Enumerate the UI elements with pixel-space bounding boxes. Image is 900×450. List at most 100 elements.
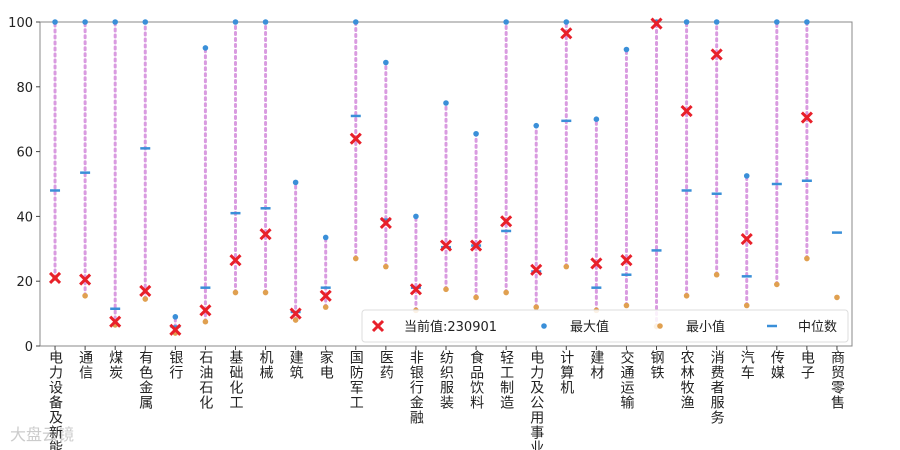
dot-marker <box>142 296 149 302</box>
dot-marker <box>743 173 750 179</box>
dot-marker <box>804 255 810 262</box>
dot-marker <box>322 304 329 310</box>
dot-marker <box>683 292 690 299</box>
dot-marker <box>533 122 540 129</box>
legend-box <box>361 309 849 343</box>
dot-marker <box>383 263 389 270</box>
legend-label: 最小值 <box>686 319 725 335</box>
dot-marker <box>563 19 570 25</box>
dot-marker <box>623 302 630 309</box>
x-tick-label: 建材 <box>588 350 604 380</box>
current-marker <box>560 27 573 40</box>
x-tick-label: 国防军工 <box>348 350 364 410</box>
current-marker <box>48 271 62 285</box>
dot-marker <box>443 286 449 293</box>
dot-marker <box>82 292 88 299</box>
x-tick-label: 交通运输 <box>618 349 634 410</box>
x-tick-label: 家电 <box>318 349 334 380</box>
current-marker <box>371 319 385 333</box>
y-tick-label: 60 <box>16 146 33 161</box>
dot-marker <box>743 302 750 309</box>
dot-marker <box>593 116 600 122</box>
dot-marker <box>52 19 58 25</box>
x-tick-label: 商贸零售 <box>829 350 845 410</box>
dot-marker <box>503 19 509 25</box>
current-marker <box>620 254 633 267</box>
current-marker <box>349 132 362 145</box>
x-tick-label: 轻工制造 <box>498 350 514 410</box>
x-tick-label: 汽车 <box>739 350 755 380</box>
x-tick-label: 钢铁 <box>649 350 665 380</box>
x-tick-label: 电子 <box>799 350 815 380</box>
x-tick-label: 石油石化 <box>197 350 213 410</box>
x-tick-label: 医药 <box>378 350 394 380</box>
dot-marker <box>232 289 239 296</box>
dot-marker <box>503 289 509 296</box>
current-marker <box>259 228 272 241</box>
dot-marker <box>322 234 329 241</box>
dot-marker <box>112 19 118 25</box>
y-tick-label: 0 <box>25 340 33 355</box>
dot-marker <box>82 19 88 25</box>
dot-marker <box>533 304 540 310</box>
legend-label: 当前值:230901 <box>404 319 497 335</box>
current-marker <box>409 283 422 296</box>
current-marker <box>289 307 302 320</box>
dot-marker <box>834 294 840 301</box>
current-marker <box>229 254 242 267</box>
x-tick-label: 传媒 <box>769 350 785 380</box>
current-marker <box>169 323 182 336</box>
x-tick-label: 食品饮料 <box>468 349 484 410</box>
legend-label: 最大值 <box>570 319 609 335</box>
dot-marker <box>352 19 359 25</box>
current-marker <box>379 216 392 229</box>
x-tick-label: 农林牧渔 <box>679 350 695 410</box>
current-marker <box>439 239 453 252</box>
dot-marker <box>804 19 810 25</box>
x-tick-label: 消费者服务 <box>709 350 725 425</box>
dot-marker <box>262 289 269 296</box>
dot-marker <box>413 213 419 220</box>
dot-marker <box>563 263 570 270</box>
dot-marker <box>292 179 299 186</box>
current-marker <box>590 257 603 270</box>
current-marker <box>109 315 122 328</box>
x-tick-label: 机械 <box>258 350 274 380</box>
y-tick-label: 100 <box>8 16 33 31</box>
x-tick-label: 煤炭 <box>107 350 123 380</box>
x-tick-label: 建筑 <box>288 350 304 380</box>
current-marker <box>139 284 152 297</box>
x-tick-label: 非银行金融 <box>408 350 424 425</box>
dot-marker <box>683 19 690 25</box>
x-tick-label: 计算机 <box>558 350 574 395</box>
current-marker <box>199 304 212 317</box>
current-marker <box>710 48 723 61</box>
x-tick-label: 电力及公用事业 <box>528 350 544 450</box>
dot-marker <box>473 294 479 301</box>
x-tick-label: 基础化工 <box>227 349 243 410</box>
dot-marker <box>541 323 547 329</box>
dot-marker <box>202 318 209 325</box>
dot-marker <box>142 19 149 25</box>
dot-marker <box>443 100 449 106</box>
dot-marker <box>292 317 299 323</box>
x-tick-label: 通信 <box>77 350 93 380</box>
x-tick-label: 银行 <box>167 350 183 380</box>
watermark: 大盘云镜 <box>10 425 74 444</box>
current-marker <box>650 17 663 30</box>
dot-marker <box>473 130 479 137</box>
x-tick-label: 纺织服装 <box>438 350 454 410</box>
current-marker <box>79 273 92 286</box>
dot-marker <box>262 19 269 25</box>
current-marker <box>530 263 543 276</box>
current-marker <box>500 215 513 228</box>
dot-marker <box>774 19 780 25</box>
current-marker <box>800 111 813 124</box>
y-tick-label: 20 <box>16 275 33 290</box>
dot-marker <box>172 314 179 320</box>
dot-marker <box>232 19 239 25</box>
dot-marker <box>352 255 359 262</box>
dot-marker <box>383 59 389 66</box>
x-tick-label: 有色金属 <box>137 350 153 410</box>
dot-marker <box>774 281 780 288</box>
